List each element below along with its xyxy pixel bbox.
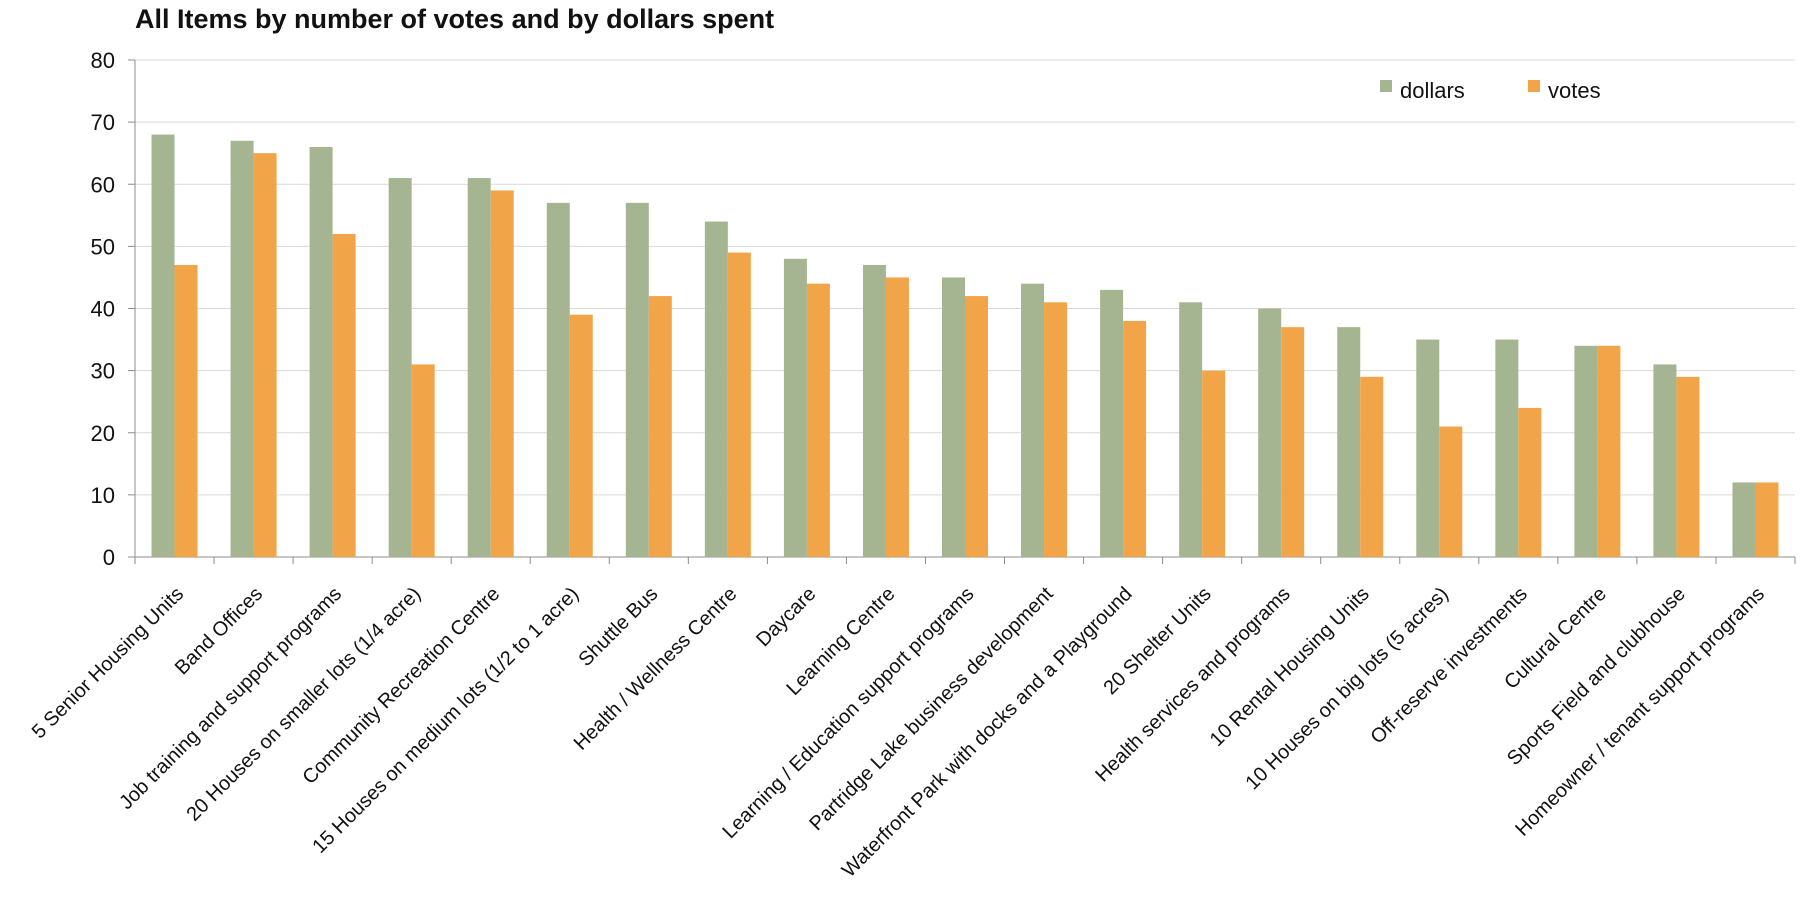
x-category-label: 5 Senior Housing Units — [28, 583, 188, 743]
bar-dollars — [942, 277, 965, 557]
bar-votes — [806, 283, 830, 557]
bar-dollars — [1258, 308, 1282, 557]
bar-votes — [965, 296, 988, 557]
chart-title: All Items by number of votes and by doll… — [135, 4, 775, 34]
bar-dollars — [1100, 289, 1124, 557]
x-category-label: 10 Rental Housing Units — [1206, 583, 1374, 751]
y-tick-label: 60 — [91, 172, 115, 197]
legend-label-votes: votes — [1548, 78, 1601, 103]
y-tick-label: 70 — [91, 110, 115, 135]
bar-dollars — [1732, 482, 1756, 557]
bar-dollars — [467, 178, 491, 557]
y-axis-ticks: 0 10 20 30 40 50 60 70 80 — [91, 48, 135, 570]
bar-votes — [411, 364, 435, 557]
x-category-label: 15 Houses on medium lots (1/2 to 1 acre) — [308, 583, 583, 858]
bar-dollars — [625, 202, 649, 557]
bar-votes — [253, 153, 277, 557]
bar-dollars — [1416, 339, 1440, 557]
x-category-label: Daycare — [752, 583, 820, 651]
bar-votes — [332, 233, 356, 557]
legend-label-dollars: dollars — [1400, 78, 1465, 103]
bar-dollars — [704, 221, 728, 557]
y-tick-label: 50 — [91, 234, 115, 259]
y-tick-label: 20 — [91, 421, 115, 446]
bar-dollars — [151, 134, 175, 558]
bar-votes — [1755, 482, 1779, 557]
y-tick-label: 0 — [103, 545, 115, 570]
bars — [151, 134, 1779, 558]
bar-votes — [1202, 370, 1226, 557]
bar-votes — [1518, 407, 1542, 557]
bar-dollars — [1495, 339, 1519, 557]
x-category-label: Health / Wellness Centre — [570, 583, 742, 755]
bar-dollars — [1179, 302, 1203, 557]
x-category-label: Waterfront Park with docks and a Playgro… — [838, 583, 1137, 882]
bar-dollars — [546, 202, 570, 557]
bar-votes — [885, 277, 909, 557]
bar-dollars — [783, 258, 807, 557]
bar-votes — [490, 190, 514, 557]
legend: dollars votes — [1380, 78, 1601, 103]
bar-votes — [1360, 376, 1384, 557]
bar-votes — [1044, 302, 1068, 557]
bar-dollars — [230, 140, 254, 557]
bar-dollars — [1337, 327, 1361, 557]
bar-votes — [1676, 376, 1700, 557]
bar-votes — [569, 314, 593, 557]
y-tick-label: 40 — [91, 297, 115, 322]
bar-votes — [1281, 327, 1305, 557]
y-tick-label: 80 — [91, 48, 115, 73]
x-category-label: Off-reserve investments — [1366, 583, 1531, 748]
legend-swatch-votes — [1528, 80, 1540, 92]
bar-votes — [174, 265, 198, 557]
legend-swatch-dollars — [1380, 80, 1392, 92]
bar-dollars — [309, 146, 333, 557]
bar-votes — [1123, 320, 1147, 557]
bar-votes — [1439, 426, 1463, 557]
y-tick-label: 30 — [91, 359, 115, 384]
bar-dollars — [862, 265, 886, 557]
y-tick-label: 10 — [91, 483, 115, 508]
bar-votes — [648, 296, 672, 557]
bar-votes — [727, 252, 751, 557]
bar-dollars — [1574, 345, 1598, 557]
bar-dollars — [388, 178, 412, 557]
bar-dollars — [1653, 364, 1677, 557]
bar-dollars — [1021, 283, 1045, 557]
x-category-label: Shuttle Bus — [574, 583, 662, 671]
bar-votes — [1597, 345, 1621, 557]
